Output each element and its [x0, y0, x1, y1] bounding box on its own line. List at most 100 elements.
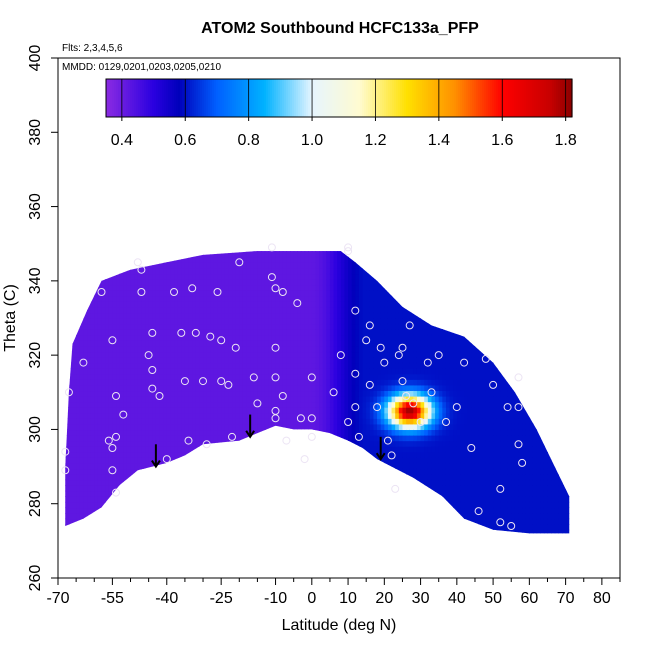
heatmap-cell	[112, 357, 117, 364]
heatmap-cell	[203, 440, 208, 447]
heatmap-cell	[189, 240, 193, 246]
heatmap-cell	[112, 256, 117, 263]
heatmap-cell	[155, 273, 161, 280]
heatmap-cell	[145, 446, 150, 453]
heatmap-cell	[174, 256, 179, 263]
heatmap-cell	[130, 490, 135, 497]
heatmap-cell	[199, 529, 204, 534]
heatmap-cell	[250, 373, 255, 380]
heatmap-cell	[243, 234, 247, 240]
heatmap-cell	[279, 423, 284, 431]
heatmap-cell	[304, 334, 309, 341]
heatmap-cell	[203, 240, 207, 246]
heatmap-cell	[126, 496, 132, 503]
heatmap-cell	[366, 284, 371, 291]
heatmap-cell	[297, 384, 302, 392]
heatmap-cell	[300, 267, 306, 275]
heatmap-cell	[119, 457, 124, 464]
heatmap-cell	[68, 435, 74, 442]
heatmap-cell	[170, 284, 175, 291]
heatmap-cell	[351, 524, 356, 531]
heatmap-cell	[257, 251, 262, 252]
heatmap-cell	[130, 351, 135, 358]
heatmap-cell	[90, 318, 95, 325]
heatmap-cell	[68, 284, 74, 291]
heatmap-cell	[377, 485, 382, 492]
heatmap-cell	[134, 407, 139, 414]
heatmap-cell	[90, 368, 95, 375]
heatmap-cell	[90, 396, 95, 403]
heatmap-cell	[268, 323, 273, 330]
heatmap-cell	[340, 290, 346, 297]
heatmap-cell	[239, 323, 244, 330]
heatmap-cell	[370, 535, 374, 541]
heatmap-cell	[380, 457, 385, 464]
heatmap-cell	[337, 357, 342, 364]
heatmap-cell	[166, 256, 171, 263]
heatmap-cell	[348, 273, 353, 280]
heatmap-cell	[290, 501, 295, 509]
heatmap-cell	[362, 435, 367, 442]
heatmap-cell	[195, 345, 201, 353]
heatmap-cell	[192, 401, 197, 408]
heatmap-cell	[246, 279, 251, 286]
heatmap-cell	[377, 357, 382, 364]
heatmap-cell	[105, 251, 110, 258]
heatmap-cell	[159, 306, 164, 314]
heatmap-cell	[148, 251, 153, 258]
heatmap-cell	[152, 301, 157, 308]
heatmap-cell	[246, 262, 251, 269]
heatmap-cell	[340, 329, 346, 336]
heatmap-cell	[337, 267, 342, 275]
heatmap-cell	[217, 284, 222, 291]
heatmap-cell	[76, 301, 81, 308]
heatmap-cell	[351, 446, 356, 453]
heatmap-cell	[181, 513, 186, 520]
heatmap-cell	[228, 390, 233, 397]
heatmap-cell	[250, 396, 255, 403]
heatmap-cell	[224, 267, 230, 275]
heatmap-cell	[250, 412, 255, 419]
heatmap-cell	[68, 340, 74, 347]
heatmap-cell	[384, 457, 389, 464]
heatmap-cell	[286, 329, 291, 336]
heatmap-cell	[134, 279, 139, 286]
heatmap-cell	[199, 524, 204, 531]
heatmap-cell	[170, 301, 175, 308]
heatmap-cell	[163, 423, 168, 431]
heatmap-cell	[94, 462, 99, 470]
heatmap-cell	[297, 312, 302, 319]
heatmap-cell	[177, 334, 182, 341]
heatmap-cell	[257, 390, 262, 397]
heatmap-cell	[224, 362, 230, 369]
heatmap-cell	[228, 312, 233, 319]
heatmap-cell	[319, 301, 324, 308]
heatmap-cell	[355, 323, 360, 330]
heatmap-cell	[177, 357, 182, 364]
heatmap-cell	[348, 479, 353, 486]
heatmap-cell	[152, 267, 157, 275]
heatmap-cell	[90, 312, 95, 319]
heatmap-cell	[279, 318, 284, 325]
heatmap-cell	[304, 529, 309, 534]
heatmap-cell	[112, 251, 117, 252]
heatmap-cell	[170, 312, 175, 319]
heatmap-cell	[119, 334, 124, 341]
heatmap-cell	[308, 290, 313, 297]
heatmap-cell	[108, 351, 113, 358]
heatmap-cell	[159, 267, 164, 275]
heatmap-cell	[300, 357, 306, 364]
heatmap-cell	[119, 362, 124, 369]
heatmap-cell	[369, 496, 375, 503]
heatmap-cell	[228, 373, 233, 380]
heatmap-cell	[326, 462, 331, 470]
heatmap-cell	[155, 334, 161, 341]
heatmap-cell	[87, 329, 92, 336]
heatmap-cell	[304, 429, 309, 436]
heatmap-cell	[264, 279, 269, 286]
heatmap-cell	[315, 412, 320, 419]
heatmap-cell	[271, 524, 277, 531]
heatmap-cell	[286, 529, 291, 534]
heatmap-cell	[148, 440, 153, 447]
heatmap-cell	[337, 507, 342, 514]
